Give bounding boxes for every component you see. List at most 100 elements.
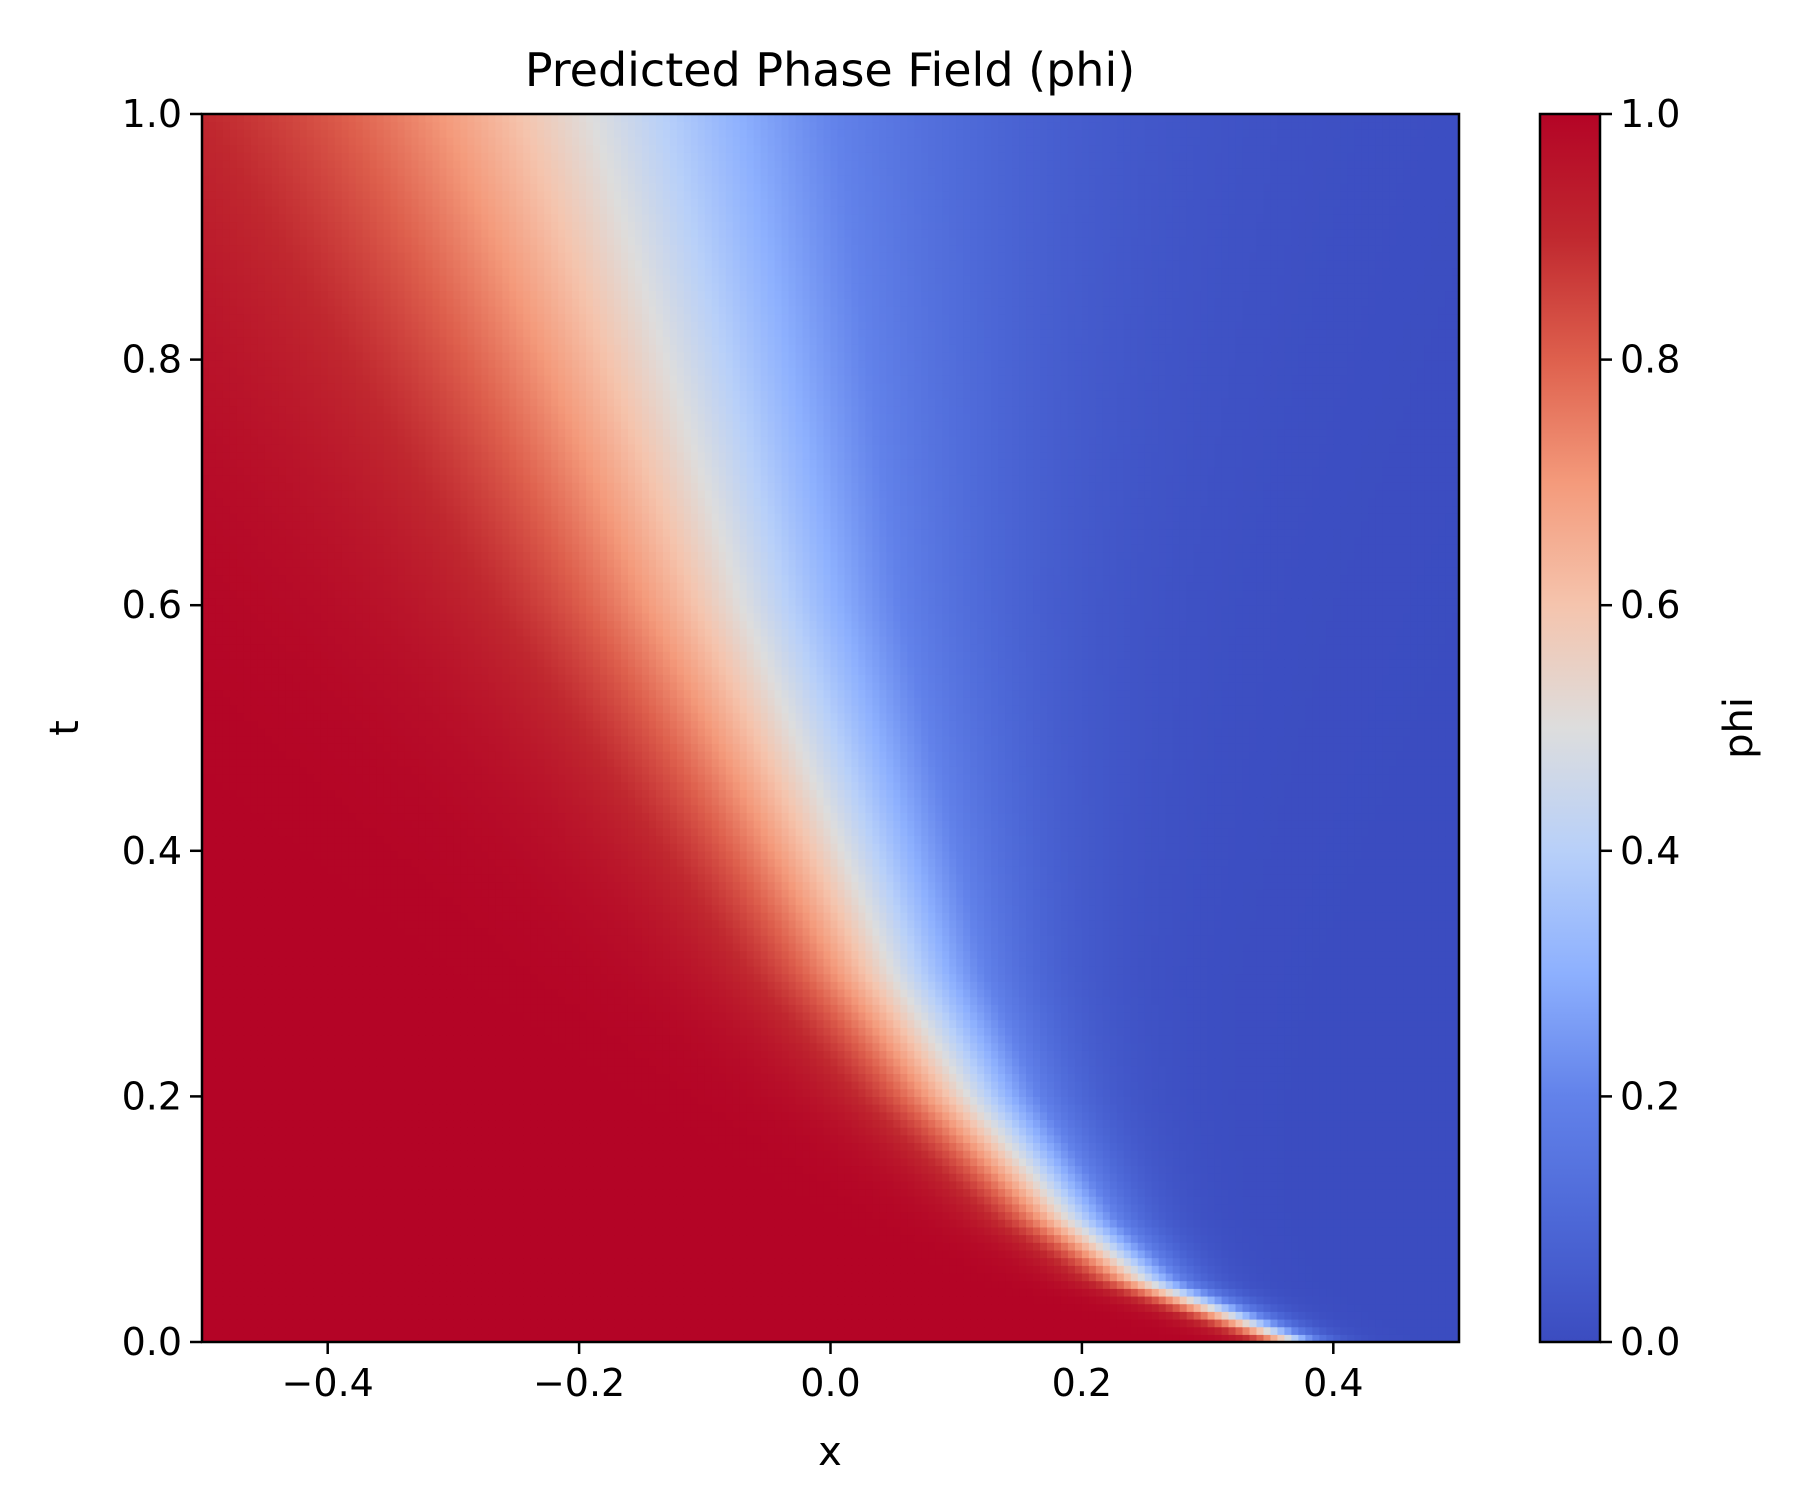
heatmap-cell (614, 1234, 622, 1243)
heatmap-cell (1389, 1265, 1397, 1274)
heatmap-cell (907, 1318, 915, 1328)
heatmap-cell (586, 1326, 594, 1335)
heatmap-cell (1221, 1150, 1230, 1159)
heatmap-cell (467, 1226, 475, 1236)
heatmap-cell (662, 1157, 671, 1167)
heatmap-cell (1340, 1180, 1348, 1190)
heatmap-cell (607, 1311, 615, 1320)
heatmap-cell (1158, 1265, 1167, 1274)
heatmap-cell (830, 1127, 839, 1136)
heatmap-cell (1242, 1150, 1251, 1159)
heatmap-cell (285, 1326, 294, 1335)
heatmap-cell (823, 1127, 832, 1136)
heatmap-cell (614, 1188, 622, 1197)
heatmap-cell (327, 1173, 336, 1182)
heatmap-cell (264, 1173, 273, 1182)
heatmap-cell (1389, 1211, 1397, 1220)
heatmap-cell (1067, 1150, 1076, 1159)
heatmap-cell (285, 1272, 294, 1282)
heatmap-cell (439, 1318, 448, 1328)
heatmap-cell (977, 1265, 985, 1274)
heatmap-cell (739, 1188, 748, 1197)
heatmap-cell (1312, 1196, 1320, 1205)
heatmap-cell (229, 1219, 238, 1228)
heatmap-cell (404, 1157, 413, 1167)
heatmap-cell (669, 1134, 678, 1144)
heatmap-cell (1375, 1288, 1383, 1297)
heatmap-cell (746, 1203, 755, 1213)
heatmap-cell (1235, 1295, 1244, 1305)
heatmap-cell (732, 1157, 741, 1167)
heatmap-cell (1354, 1249, 1362, 1259)
heatmap-cell (1284, 1303, 1292, 1312)
heatmap-cell (830, 1272, 839, 1282)
heatmap-cell (1235, 1257, 1244, 1266)
heatmap-cell (376, 1226, 385, 1236)
heatmap-cell (1284, 1272, 1292, 1282)
heatmap-cell (1081, 1180, 1090, 1190)
heatmap-cell (760, 1272, 769, 1282)
heatmap-cell (851, 1288, 860, 1297)
heatmap-cell (523, 1127, 531, 1136)
heatmap-cell (1249, 1295, 1258, 1305)
heatmap-cell (369, 1134, 378, 1144)
heatmap-cell (1151, 1334, 1160, 1343)
heatmap-cell (956, 1234, 964, 1243)
heatmap-cell (641, 1272, 650, 1282)
heatmap-cell (467, 1280, 475, 1289)
heatmap-cell (369, 1234, 378, 1243)
heatmap-cell (334, 1226, 343, 1236)
heatmap-cell (1012, 1334, 1020, 1343)
heatmap-cell (655, 1196, 664, 1205)
heatmap-cell (1263, 1303, 1272, 1312)
heatmap-cell (704, 1134, 713, 1144)
heatmap-cell (739, 1127, 748, 1136)
heatmap-cell (900, 1326, 908, 1335)
heatmap-cell (621, 1196, 629, 1205)
heatmap-cell (1026, 1188, 1034, 1197)
heatmap-cell (816, 1157, 825, 1167)
heatmap-cell (1172, 1326, 1181, 1335)
heatmap-cell (292, 1165, 301, 1174)
heatmap-cell (1040, 1265, 1048, 1274)
heatmap-cell (725, 1196, 734, 1205)
heatmap-cell (1438, 1142, 1446, 1151)
heatmap-cell (1424, 1265, 1432, 1274)
heatmap-cell (942, 1150, 950, 1159)
heatmap-cell (1270, 1203, 1279, 1213)
heatmap-cell (607, 1211, 615, 1220)
heatmap-cell (250, 1334, 259, 1343)
heatmap-cell (236, 1311, 245, 1320)
heatmap-cell (600, 1226, 608, 1236)
heatmap-cell (1319, 1318, 1327, 1328)
heatmap-cell (285, 1203, 294, 1213)
heatmap-cell (1256, 1303, 1265, 1312)
heatmap-cell (1417, 1226, 1425, 1236)
heatmap-cell (634, 1142, 643, 1151)
heatmap-cell (627, 1165, 636, 1174)
heatmap-cell (1200, 1219, 1209, 1228)
heatmap-cell (928, 1226, 936, 1236)
heatmap-cell (215, 1326, 224, 1335)
heatmap-cell (1382, 1249, 1390, 1259)
heatmap-cell (858, 1265, 867, 1274)
heatmap-cell (299, 1257, 308, 1266)
heatmap-cell (1026, 1334, 1034, 1343)
heatmap-cell (1074, 1318, 1083, 1328)
heatmap-cell (537, 1157, 545, 1167)
heatmap-cell (236, 1173, 245, 1182)
heatmap-cell (935, 1203, 943, 1213)
heatmap-cell (774, 1318, 783, 1328)
heatmap-cell (467, 1265, 475, 1274)
heatmap-cell (1074, 1280, 1083, 1289)
heatmap-cell (327, 1272, 336, 1282)
heatmap-cell (1026, 1265, 1034, 1274)
heatmap-cell (355, 1219, 364, 1228)
heatmap-cell (928, 1318, 936, 1328)
heatmap-cell (1074, 1157, 1083, 1167)
heatmap-cell (404, 1203, 413, 1213)
heatmap-cell (830, 1180, 839, 1190)
heatmap-cell (837, 1303, 846, 1312)
heatmap-cell (446, 1242, 454, 1251)
heatmap-cell (299, 1173, 308, 1182)
